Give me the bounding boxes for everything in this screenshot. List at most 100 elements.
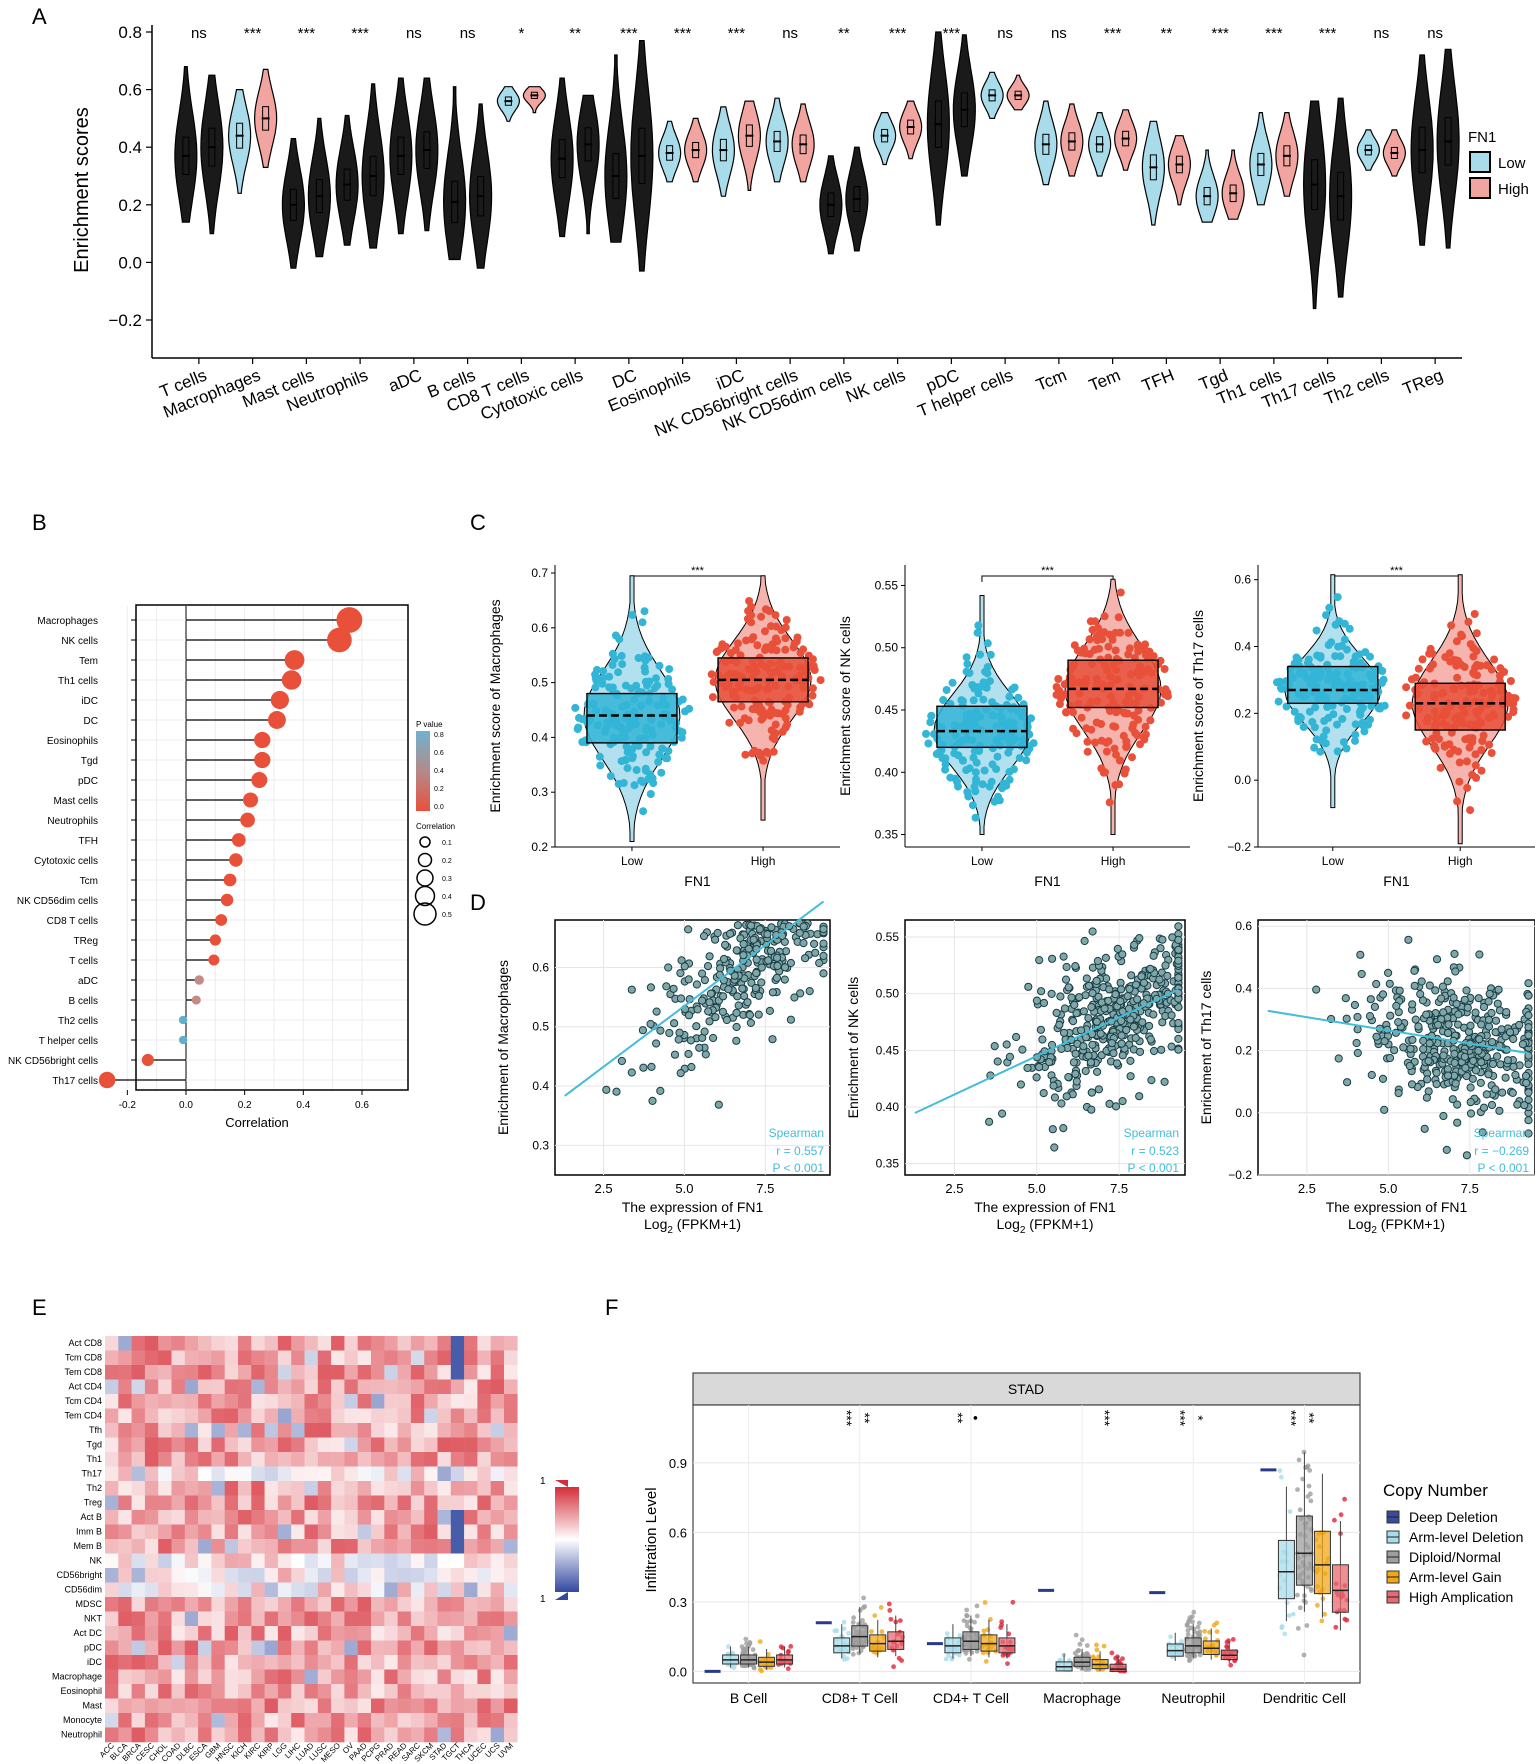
heatmap-row-label: CD56dim (64, 1585, 102, 1595)
panel-f-point (1284, 1600, 1290, 1606)
heatmap-cell (238, 1452, 252, 1467)
panel-a-sig-label: *** (1265, 25, 1283, 42)
heatmap-cell (224, 1727, 239, 1743)
panel-d-point (1059, 1028, 1069, 1037)
heatmap-cell (384, 1379, 398, 1395)
panel-c-point (608, 661, 617, 669)
panel-d-point (751, 983, 760, 993)
lollipop-dot (178, 1035, 188, 1045)
panel-c-point (1299, 723, 1308, 731)
panel-c-box (1287, 665, 1379, 705)
heatmap-cell (504, 1713, 518, 1728)
panel-d-point (1404, 935, 1413, 944)
panel-d-point (1352, 1038, 1361, 1048)
heatmap-cell (238, 1611, 252, 1627)
panel-a-sig-label: ** (838, 25, 850, 42)
heatmap-cell (105, 1626, 119, 1641)
panel-d-point (738, 984, 747, 993)
heatmap-cell (211, 1423, 225, 1438)
heatmap-cell (238, 1727, 252, 1743)
panel-d-point (746, 921, 756, 930)
heatmap-cell (331, 1568, 345, 1583)
heatmap-cell (317, 1611, 332, 1627)
panel-d-point (1167, 1011, 1176, 1020)
panel-d-point (1367, 1070, 1376, 1080)
heatmap-cell (171, 1611, 186, 1627)
panel-d-point (693, 1005, 702, 1014)
heatmap-cell (184, 1597, 199, 1612)
panel-f-point (974, 1613, 980, 1619)
panel-f-point (1115, 1654, 1120, 1660)
violin-low (335, 114, 359, 246)
heatmap-cell (477, 1669, 491, 1685)
heatmap-cell (317, 1408, 332, 1424)
panel-d-point (1035, 1063, 1044, 1072)
heatmap-cell (144, 1582, 159, 1598)
panel-f-frame (692, 1404, 1361, 1684)
heatmap-cell (490, 1684, 505, 1699)
heatmap-cell (224, 1423, 239, 1438)
panel-d-point (1416, 990, 1425, 999)
heatmap-cell (331, 1727, 345, 1743)
heatmap-cell (224, 1597, 239, 1612)
panel-d-point (998, 1109, 1007, 1118)
panel-c-point (1119, 731, 1128, 740)
heatmap-cell (184, 1553, 199, 1569)
panel-d-point (772, 973, 782, 983)
panel-d-point (1126, 1056, 1135, 1066)
panel-d-point (1518, 1040, 1528, 1049)
panel-d-point (767, 923, 776, 932)
panel-f-box (1277, 1539, 1295, 1600)
heatmap-cell (331, 1698, 345, 1714)
heatmap-cell (198, 1481, 212, 1496)
heatmap-cell (357, 1524, 372, 1540)
heatmap-cell (371, 1437, 385, 1453)
panel-label-d: D (470, 890, 486, 915)
heatmap-cell (105, 1640, 119, 1656)
heatmap-cell (211, 1466, 225, 1482)
panel-d-point (627, 1068, 636, 1077)
panel-c-ytick-label: 0.35 (875, 828, 899, 842)
panel-f-point (981, 1628, 987, 1634)
heatmap-cell (131, 1640, 146, 1656)
heatmap-cell (105, 1524, 119, 1540)
panel-d-point (1471, 1008, 1480, 1017)
heatmap-cell (450, 1379, 465, 1395)
panel-d-point (1146, 1035, 1155, 1044)
heatmap-row-label: iDC (87, 1657, 102, 1667)
violin-high (468, 103, 493, 269)
panel-d-xlabel: The expression of FN1 (1326, 1199, 1468, 1215)
heatmap-cell (251, 1408, 265, 1424)
panel-d-point (1524, 1088, 1533, 1097)
heatmap-cell (424, 1597, 438, 1612)
heatmap-cell (437, 1568, 452, 1583)
heatmap-cell (371, 1640, 385, 1656)
heatmap-cell (344, 1524, 358, 1540)
heatmap-cell (331, 1350, 345, 1366)
heatmap-cell (198, 1539, 212, 1554)
heatmap-cell (144, 1611, 159, 1627)
panel-c-point (965, 764, 974, 773)
heatmap-cell (291, 1495, 305, 1511)
panel-d-point (705, 952, 714, 961)
panel-a-sig-label: *** (889, 25, 907, 42)
panel-d-point (773, 953, 782, 962)
panel-c-point (772, 646, 781, 655)
heatmap-cell (211, 1524, 225, 1540)
panel-f-point (841, 1626, 847, 1632)
panel-d-point (1094, 1085, 1104, 1094)
panel-d-point (1050, 1143, 1059, 1152)
panel-c-point (1414, 664, 1423, 673)
violin-low (765, 97, 789, 183)
panel-d-point (819, 951, 828, 961)
panel-c-box (936, 705, 1028, 749)
panel-c-point (1428, 734, 1437, 743)
panel-d-point (1082, 974, 1091, 983)
heatmap-cell (144, 1423, 159, 1438)
panel-d-point (743, 998, 752, 1007)
heatmap-cell (464, 1452, 478, 1467)
heatmap-cell (490, 1568, 505, 1583)
panel-f-point (1225, 1644, 1230, 1650)
panel-d-xlabel: The expression of FN1 (622, 1199, 764, 1215)
heatmap-cell (105, 1727, 119, 1743)
